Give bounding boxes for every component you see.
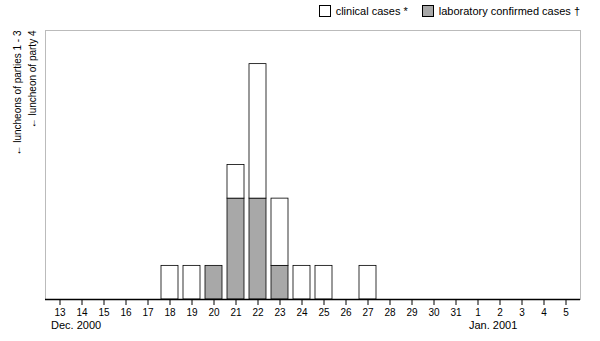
svg-text:16: 16 xyxy=(120,307,132,318)
svg-text:30: 30 xyxy=(428,307,440,318)
html-text:laboratory confirmed cases †: laboratory confirmed cases † xyxy=(438,5,580,17)
svg-text:17: 17 xyxy=(142,307,154,318)
svg-text:Dec. 2000: Dec. 2000 xyxy=(51,319,101,331)
svg-text:20: 20 xyxy=(208,307,220,318)
svg-text:26: 26 xyxy=(340,307,352,318)
svg-text:25: 25 xyxy=(318,307,330,318)
svg-text:4: 4 xyxy=(541,307,547,318)
svg-text:19: 19 xyxy=(186,307,198,318)
html-text:clinical cases *: clinical cases * xyxy=(335,5,408,17)
svg-text:18: 18 xyxy=(164,307,176,318)
svg-text:31: 31 xyxy=(450,307,462,318)
svg-text:1: 1 xyxy=(475,307,481,318)
svg-text:13: 13 xyxy=(54,307,66,318)
svg-text:5: 5 xyxy=(563,307,569,318)
svg-text:24: 24 xyxy=(296,307,308,318)
svg-text:← luncheon of party 4: ← luncheon of party 4 xyxy=(27,30,38,128)
svg-text:29: 29 xyxy=(406,307,418,318)
svg-text:2: 2 xyxy=(497,307,503,318)
svg-text:27: 27 xyxy=(362,307,374,318)
svg-text:22: 22 xyxy=(252,307,264,318)
svg-text:28: 28 xyxy=(384,307,396,318)
svg-text:← luncheons of parties 1 - 3: ← luncheons of parties 1 - 3 xyxy=(12,30,23,156)
svg-text:23: 23 xyxy=(274,307,286,318)
svg-text:15: 15 xyxy=(98,307,110,318)
svg-text:21: 21 xyxy=(230,307,242,318)
svg-text:14: 14 xyxy=(76,307,88,318)
svg-text:3: 3 xyxy=(519,307,525,318)
svg-text:Jan. 2001: Jan. 2001 xyxy=(469,319,517,331)
